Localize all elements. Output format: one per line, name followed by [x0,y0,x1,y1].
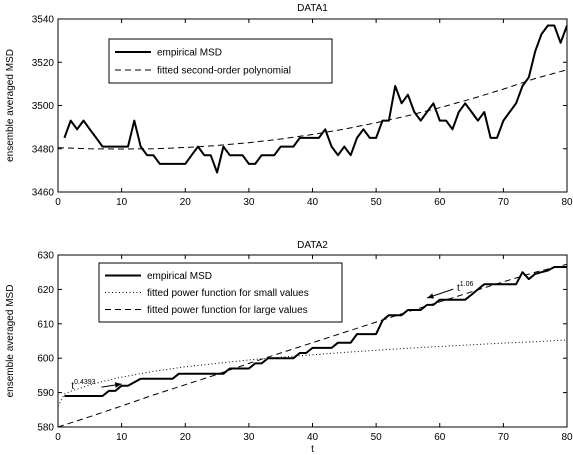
x-tick-label: 20 [180,432,192,443]
x-tick-label: 10 [116,197,128,208]
x-tick-label: 0 [55,432,61,443]
x-tick-label: 80 [561,197,573,208]
y-tick-label: 3540 [32,15,55,26]
y-tick-label: 3520 [32,58,55,69]
y-axis-label: ensemble averaged MSD [5,285,16,398]
legend-box [98,262,343,323]
series-line-2 [58,69,567,150]
legend-label-3: fitted power function for large values [147,305,308,316]
y-tick-label: 600 [37,354,54,365]
series-line-1 [63,24,567,174]
y-tick-label: 3460 [32,188,55,199]
legend: empirical MSD fitted power function for s… [98,262,343,323]
y-tick-label: 610 [37,319,54,330]
x-tick-label: 80 [561,432,573,443]
chart-panel-2: DATA2 0 10 20 30 40 50 60 70 80 580 590 600 610 620 630… [5,240,573,455]
legend-label-1: empirical MSD [147,271,212,282]
x-tick-label: 60 [434,197,446,208]
y-tick-label: 3480 [32,144,55,155]
x-tick-label: 0 [55,197,61,208]
x-tick-label: 40 [307,197,319,208]
y-tick-label: 630 [37,251,54,262]
legend-label-1: empirical MSD [157,48,222,59]
x-tick-label: 70 [498,432,510,443]
x-tick-label: 30 [243,197,255,208]
x-tick-label: 30 [243,432,255,443]
annotation-label-1: t0.4393 [71,379,95,392]
x-tick-label: 40 [307,432,319,443]
annotation-arrowhead-2 [427,293,435,299]
series-line-1 [64,266,567,397]
series-line-2 [58,339,567,407]
annotation-arrowhead-1 [114,382,122,388]
legend-label-2: fitted power function for small values [147,288,309,299]
chart-panel-1: DATA1 0 10 20 30 40 50 60 70 80 3460 3480 3500 3520 35… [5,3,573,208]
y-tick-label: 3500 [32,101,55,112]
x-tick-label: 50 [371,197,383,208]
legend-label-2: fitted second-order polynomial [157,66,291,77]
y-axis-label: ensemble averaged MSD [5,49,16,162]
chart-title: DATA1 [297,3,328,14]
legend: empirical MSD fitted second-order polynom… [108,38,333,84]
x-tick-label: 50 [371,432,383,443]
annotation-label-2: t1.06 [457,281,474,294]
y-tick-label: 590 [37,388,54,399]
y-tick-label: 620 [37,285,54,296]
x-tick-label: 60 [434,432,446,443]
chart-title: DATA2 [297,240,328,251]
x-tick-label: 10 [116,432,128,443]
y-tick-label: 580 [37,423,54,434]
x-axis-label: t [311,444,314,455]
legend-box [108,38,333,84]
x-tick-label: 20 [180,197,192,208]
x-tick-label: 70 [498,197,510,208]
